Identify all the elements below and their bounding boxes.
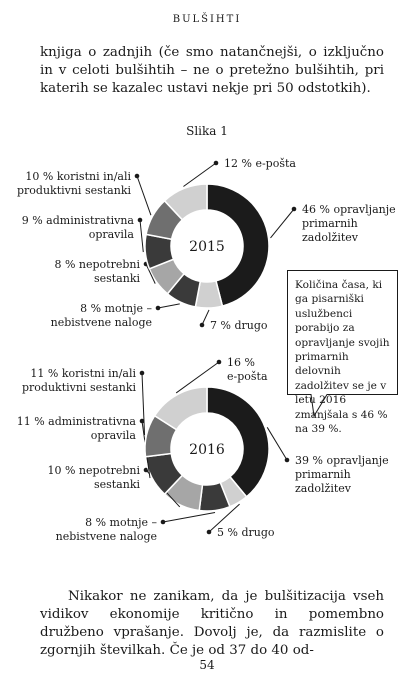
leader-line (139, 219, 144, 253)
center-year-label: 2015 (189, 239, 225, 255)
segment-label: 11 % administrativna opravila (17, 415, 137, 442)
leader-dot (143, 467, 149, 473)
leader-line (141, 372, 146, 436)
running-header: BULŠIHTI (172, 14, 242, 25)
leader-dot (206, 529, 212, 535)
segment-label: 16 % e-pošta (227, 356, 268, 383)
leader-dot (213, 160, 219, 166)
segment-label: 8 % motnje – nebistvene naloge (56, 516, 158, 543)
leader-dot (137, 217, 143, 223)
segment-label: 10 % nepotrebni sestanki (47, 464, 140, 491)
segment-label: 7 % drugo (210, 319, 268, 332)
leader-line (201, 309, 210, 326)
leader-line (270, 208, 295, 239)
page-number: 54 (199, 658, 215, 672)
leader-dot (284, 457, 290, 463)
donut-slice (206, 386, 270, 498)
body-paragraph-top: knjiga o zadnjih (če smo natančnejši, o … (40, 45, 384, 96)
leader-line (175, 361, 220, 394)
leader-line (145, 263, 156, 284)
leader-line (266, 427, 288, 461)
leader-line (162, 512, 216, 523)
leader-dot (216, 359, 222, 365)
leader-line (157, 303, 180, 309)
donut-slice (163, 183, 208, 221)
donut-slice (206, 183, 270, 307)
segment-label: 8 % motnje – nebistvene naloge (51, 302, 153, 329)
segment-label: 12 % e-pošta (224, 157, 296, 170)
center-year-label: 2016 (189, 442, 225, 458)
body-paragraph-bottom: Nikakor ne zanikam, da je bulšitizacija … (40, 589, 384, 658)
segment-label: 10 % koristni in/ali produktivni sestanki (17, 170, 131, 197)
callout-text: Količina časa, ki ga pisarniški uslužben… (295, 279, 390, 436)
leader-dot (134, 173, 140, 179)
leader-line (208, 503, 240, 533)
leader-dot (291, 206, 297, 212)
leader-dot (199, 322, 205, 328)
segment-label: 8 % nepotrebni sestanki (54, 258, 140, 285)
segment-label: 39 % opravljanje primarnih zadolžitev (295, 454, 389, 495)
segment-label: 5 % drugo (217, 526, 275, 539)
donut-slice (153, 386, 208, 431)
leader-dot (139, 370, 145, 376)
leader-line (136, 175, 152, 216)
segment-label: 9 % administrativna opravila (22, 214, 135, 241)
leader-dot (139, 418, 145, 424)
segment-label: 11 % koristni in/ali produktivni sestanki (22, 367, 136, 394)
leader-dot (155, 305, 161, 311)
callout-box (287, 270, 398, 418)
figure-title: Slika 1 (186, 124, 228, 138)
segment-label: 46 % opravljanje primarnih zadolžitev (302, 203, 396, 244)
leader-dot (160, 519, 166, 525)
leader-line (183, 162, 217, 187)
